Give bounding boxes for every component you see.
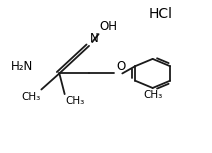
Text: CH₃: CH₃ bbox=[21, 92, 40, 102]
Text: H₂N: H₂N bbox=[11, 60, 33, 73]
Text: CH₃: CH₃ bbox=[143, 90, 162, 100]
Text: N: N bbox=[90, 32, 99, 45]
Text: CH₃: CH₃ bbox=[66, 96, 85, 106]
Text: O: O bbox=[117, 60, 126, 73]
Text: HCl: HCl bbox=[149, 7, 173, 21]
Text: OH: OH bbox=[100, 20, 118, 33]
